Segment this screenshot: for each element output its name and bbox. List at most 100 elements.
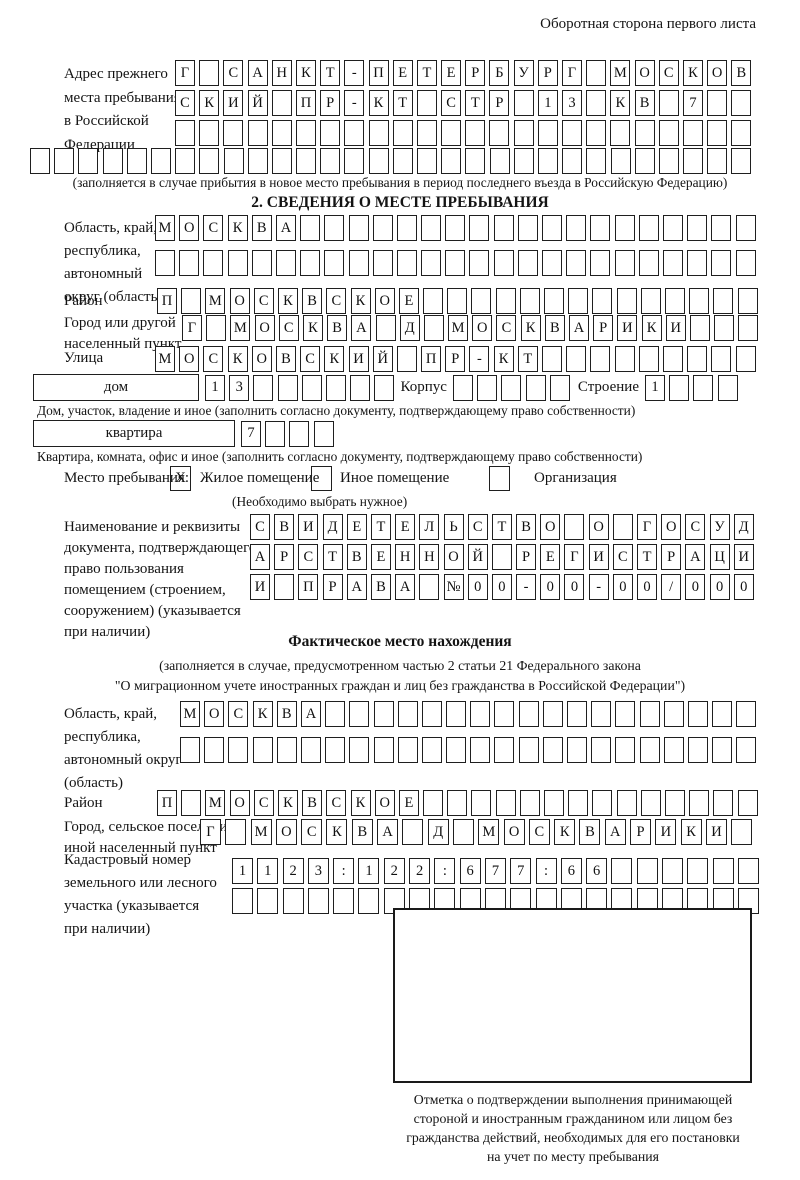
mesto-note: (Необходимо выбрать нужное) <box>232 494 408 509</box>
char-cell: В <box>275 346 296 372</box>
char-cell <box>566 250 587 276</box>
mesto-label: Место пребывания: <box>64 470 189 486</box>
char-cell: Р <box>274 544 295 570</box>
label-line: сооружением) (указывается <box>64 603 241 619</box>
rayon-label: Район <box>64 293 103 309</box>
char-cell <box>477 374 498 401</box>
char-cell <box>247 148 268 174</box>
char-cell <box>349 701 370 727</box>
char-cell: Ц <box>709 544 730 570</box>
char-cell <box>687 858 709 884</box>
char-cell <box>277 374 298 401</box>
char-cell: Р <box>489 90 510 116</box>
char-cell <box>737 288 758 314</box>
char-cell <box>735 346 756 372</box>
char-cell <box>423 288 444 314</box>
char-cell <box>179 250 200 276</box>
char-cell <box>471 790 492 816</box>
char-cell: М <box>230 315 251 341</box>
char-cell <box>470 737 491 763</box>
char-cell: 2 <box>282 858 304 884</box>
kadastr-row-2 <box>232 888 763 914</box>
char-cell <box>493 215 514 241</box>
char-cell <box>417 148 437 174</box>
char-cell <box>333 888 355 914</box>
char-cell <box>687 250 708 276</box>
char-cell: Г <box>200 819 221 845</box>
char-cell <box>638 215 659 241</box>
char-cell: К <box>682 60 703 86</box>
char-cell <box>358 888 380 914</box>
char-cell: А <box>250 544 270 570</box>
char-cell <box>421 215 442 241</box>
char-cell: И <box>223 90 244 116</box>
char-cell <box>519 288 540 314</box>
char-cell: К <box>324 346 345 372</box>
char-cell <box>683 148 704 174</box>
char-cell <box>638 346 659 372</box>
char-cell: П <box>421 346 442 372</box>
char-cell: - <box>469 346 490 372</box>
char-cell: К <box>641 315 662 341</box>
char-cell <box>397 701 418 727</box>
char-cell <box>271 90 292 116</box>
char-cell <box>591 737 612 763</box>
label-line: места пребывания <box>64 89 181 106</box>
char-cell: К <box>295 60 316 86</box>
char-cell: 0 <box>467 574 488 600</box>
char-cell <box>446 737 467 763</box>
char-cell: О <box>588 514 609 540</box>
char-cell <box>658 90 679 116</box>
char-cell <box>447 288 468 314</box>
kvartira-row: квартира 7 <box>33 420 338 447</box>
label-line: земельного или лесного <box>64 875 217 891</box>
char-cell: И <box>588 544 609 570</box>
char-cell: В <box>327 315 348 341</box>
char-cell <box>590 346 611 372</box>
char-cell: 0 <box>491 574 512 600</box>
char-cell <box>611 858 633 884</box>
label-line: Город или другой <box>64 315 176 331</box>
char-cell: Р <box>445 346 466 372</box>
char-cell: С <box>326 288 347 314</box>
caption-line: стороной и иностранным гражданином или л… <box>413 1111 733 1126</box>
char-cell <box>228 737 249 763</box>
char-cell: Ь <box>443 514 464 540</box>
char-cell <box>175 120 195 146</box>
char-cell <box>452 374 473 401</box>
char-cell <box>662 858 684 884</box>
char-cell <box>396 215 417 241</box>
char-cell: Р <box>537 60 558 86</box>
char-cell: И <box>250 574 270 600</box>
char-cell: 0 <box>637 574 657 600</box>
char-cell: К <box>350 288 371 314</box>
char-cell <box>590 250 611 276</box>
char-cell: : <box>434 858 456 884</box>
char-cell <box>300 215 321 241</box>
char-cell <box>392 148 413 174</box>
char-cell <box>669 374 690 401</box>
char-cell: 0 <box>733 574 754 600</box>
label-line: в Российской <box>64 113 149 129</box>
char-cell <box>713 790 734 816</box>
char-cell <box>518 737 539 763</box>
char-cell: К <box>302 315 323 341</box>
char-cell: В <box>274 514 295 540</box>
char-cell <box>712 858 734 884</box>
char-cell <box>586 90 607 116</box>
char-cell: С <box>228 701 249 727</box>
char-cell: Т <box>517 346 538 372</box>
char-cell: Н <box>395 544 416 570</box>
char-cell <box>372 215 393 241</box>
label-line: участка (указывается <box>64 898 200 914</box>
char-cell: А <box>346 574 367 600</box>
char-cell: Л <box>419 514 440 540</box>
char-cell <box>735 250 756 276</box>
char-cell: - <box>516 574 537 600</box>
char-cell <box>693 374 714 401</box>
char-cell <box>78 148 99 174</box>
char-cell <box>494 737 515 763</box>
